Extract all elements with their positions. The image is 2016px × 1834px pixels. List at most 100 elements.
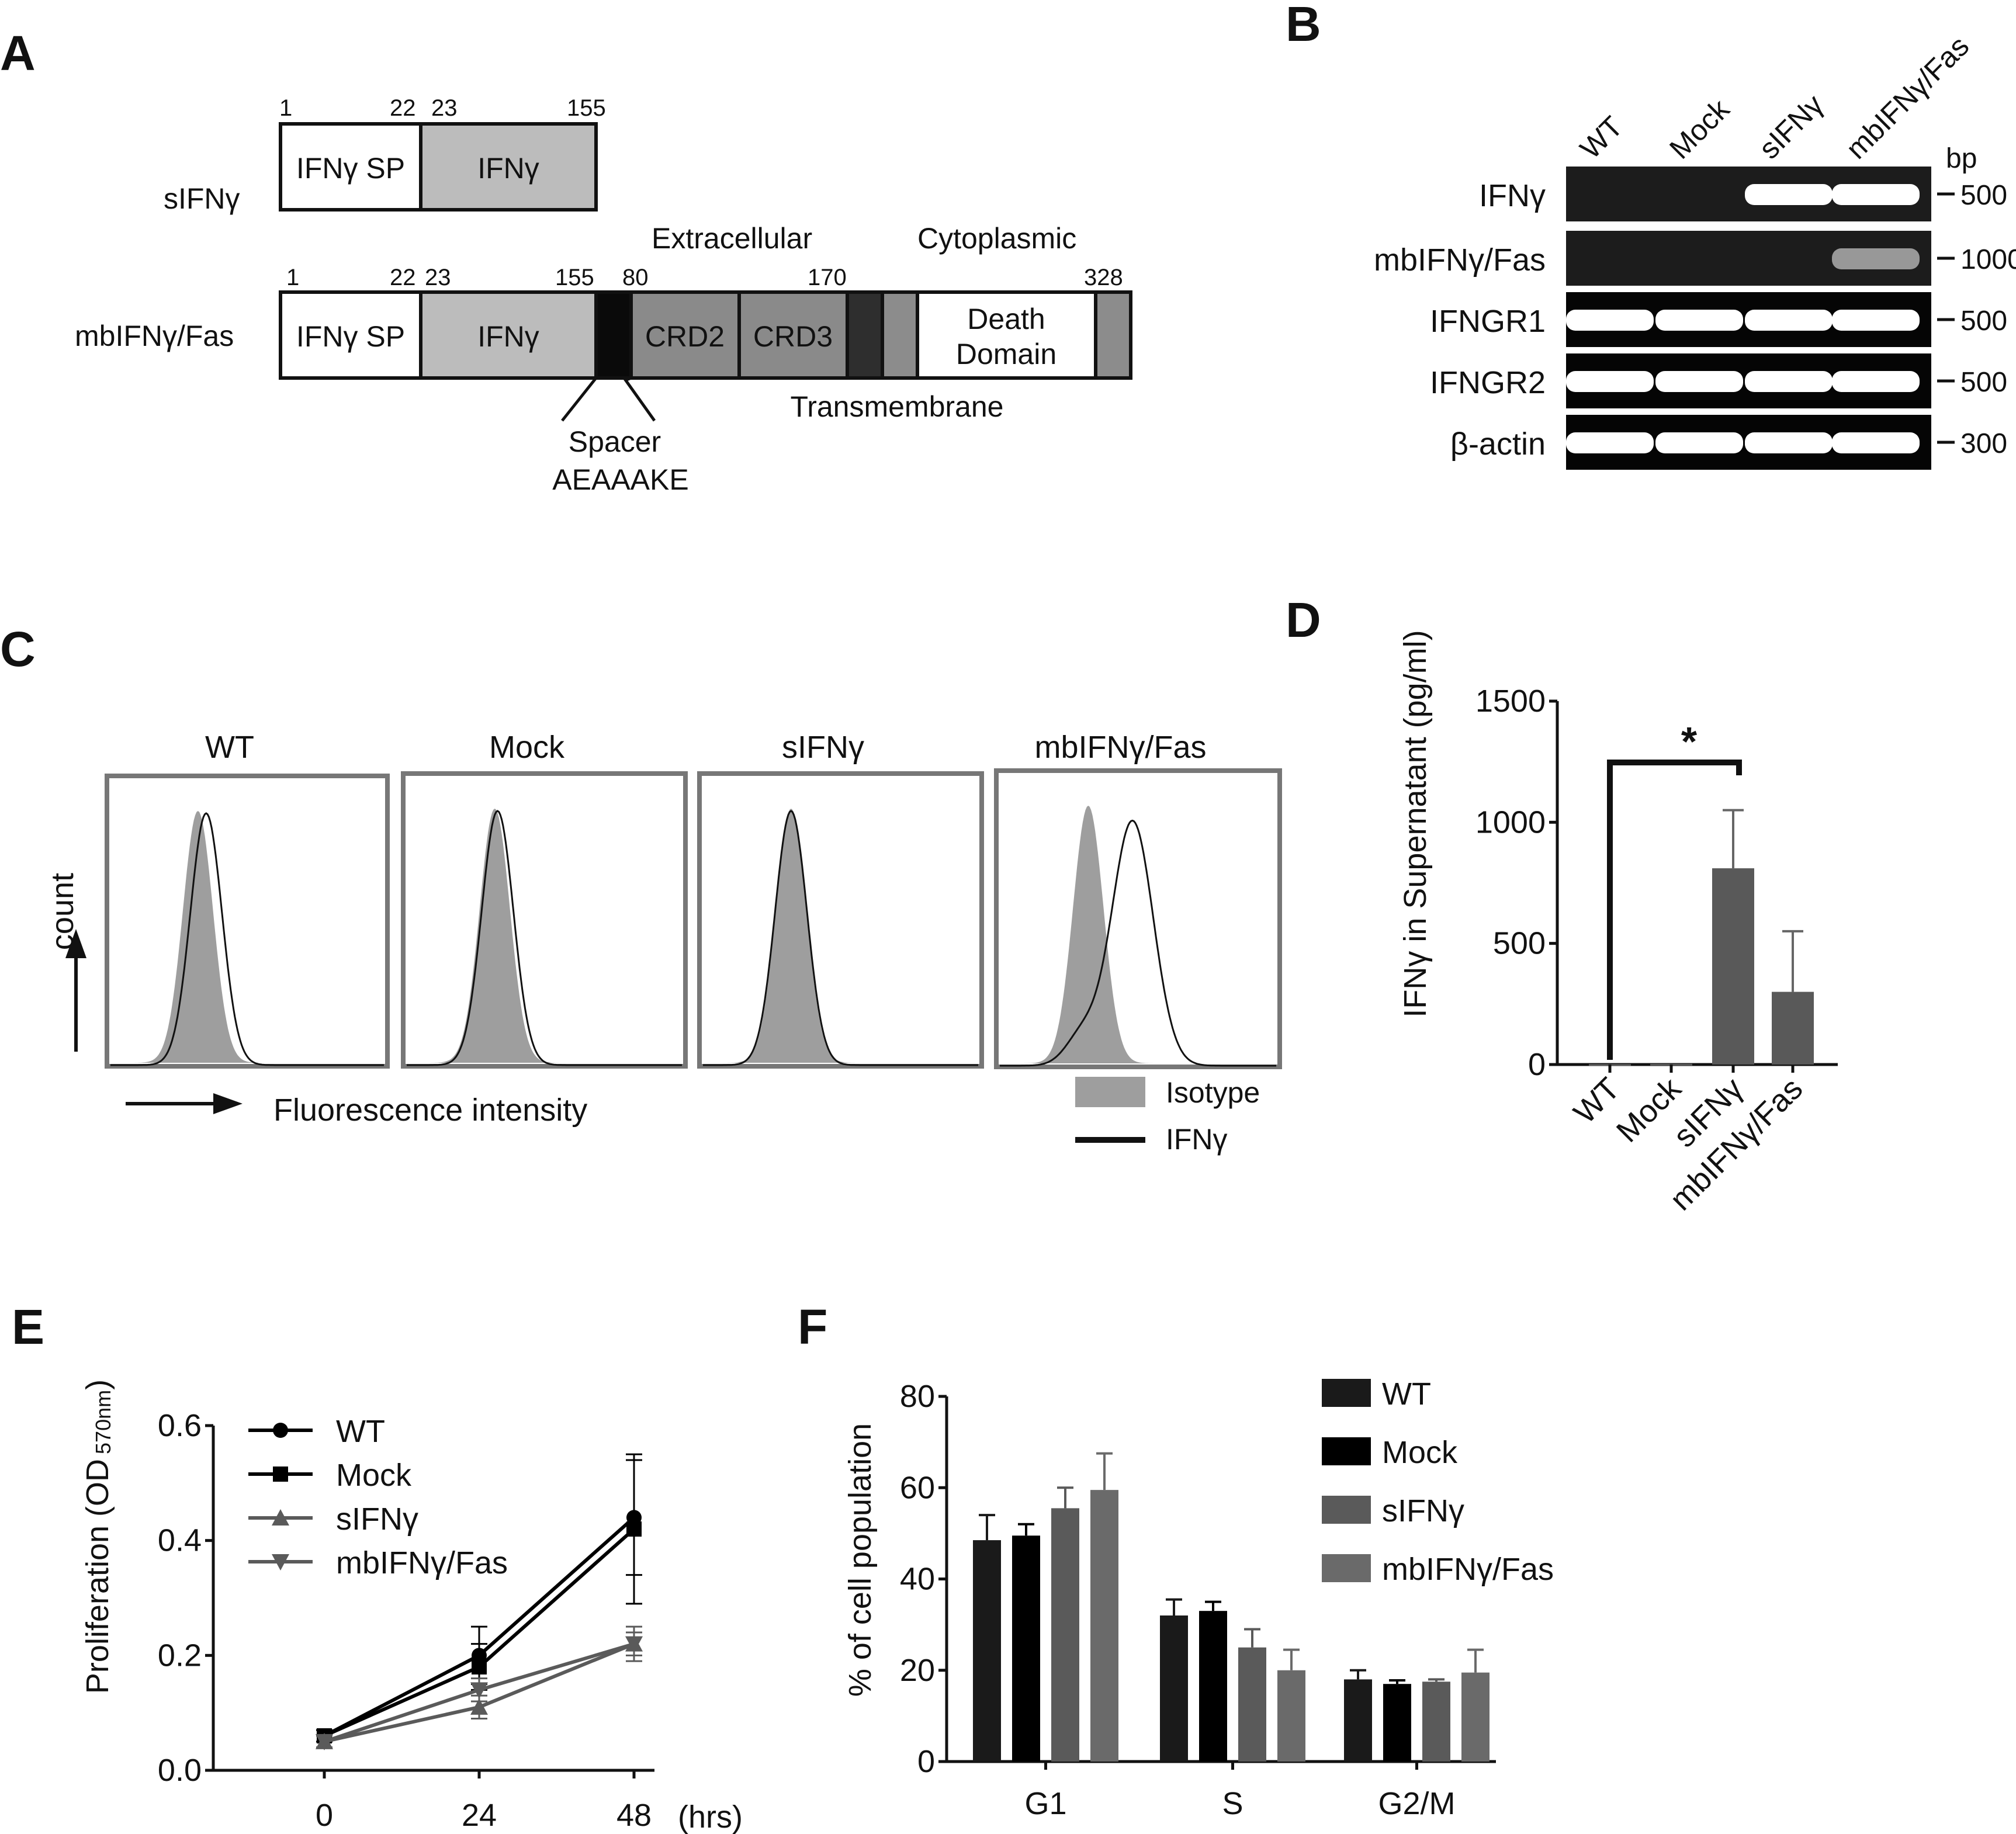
f-y-tick-label: 0 xyxy=(917,1744,935,1779)
legend-isotype-label: Isotype xyxy=(1166,1076,1260,1109)
d-y-tick-label: 1000 xyxy=(1475,805,1546,840)
isotype-histogram-0 xyxy=(110,811,384,1063)
ifng-histogram-2 xyxy=(703,810,978,1066)
sifng-row-label: sIFNγ xyxy=(164,182,240,215)
gel-band xyxy=(1832,432,1920,453)
gel-row-label-3: IFNGR2 xyxy=(1430,365,1546,400)
marker-label-1: 1000 xyxy=(1960,244,2016,275)
f-y-tick-label: 80 xyxy=(900,1379,935,1414)
e-y-tick-label: 0.0 xyxy=(158,1753,202,1788)
f-legend-label-3: mbIFNγ/Fas xyxy=(1382,1552,1554,1587)
f-bar-0-1 xyxy=(1012,1535,1040,1762)
gel-band xyxy=(1745,371,1833,392)
gel-row-label-1: mbIFNγ/Fas xyxy=(1374,242,1546,278)
f-legend-swatch-1 xyxy=(1322,1437,1371,1465)
c-terminal-segment xyxy=(1094,290,1132,380)
mbifng-num-1: 1 xyxy=(286,265,299,290)
e-y-axis-label: Proliferation (OD570nm) xyxy=(80,1379,115,1694)
panel-label-d: D xyxy=(1286,592,1321,647)
e-y-tick-label: 0.2 xyxy=(158,1638,202,1673)
f-bar-1-2 xyxy=(1238,1647,1266,1762)
d-y-tick-label: 1500 xyxy=(1475,684,1546,719)
f-y-axis-label: % of cell population xyxy=(843,1423,878,1697)
f-bar-1-0 xyxy=(1160,1615,1188,1762)
gel-band xyxy=(1832,184,1920,205)
gel-row-label-0: IFNγ xyxy=(1479,178,1546,213)
e-x-tick-label: 24 xyxy=(462,1798,497,1833)
spacer-sequence-label: AEAAAKE xyxy=(552,463,688,496)
panel-d-bar-chart: IFNγ in Supernatant (pg/ml) 0 500 1000 1500… xyxy=(1398,630,1838,1217)
gel-band xyxy=(1832,310,1920,331)
d-bar-2 xyxy=(1712,868,1754,1065)
d-y-axis-label: IFNγ in Supernatant (pg/ml) xyxy=(1398,630,1433,1017)
d-significance-bracket xyxy=(1607,760,1742,1060)
d-bar-3 xyxy=(1772,991,1814,1065)
histogram-frame-1 xyxy=(401,771,688,1069)
histogram-title-3: mbIFNγ/Fas xyxy=(1034,730,1206,765)
spacer-pointer-left xyxy=(561,377,597,422)
e-data-point xyxy=(626,1521,642,1537)
lane-label-0: WT xyxy=(1574,110,1629,165)
panel-a-domain-diagram: sIFNγ 1 22 23 155 IFNγ SP IFNγ Extracell… xyxy=(75,95,1132,496)
f-y-tick-label: 20 xyxy=(900,1653,935,1688)
e-series-3 xyxy=(316,1631,643,1750)
e-x-axis-unit: (hrs) xyxy=(678,1800,743,1834)
marker-label-4: 300 xyxy=(1960,428,2007,459)
gel-band xyxy=(1832,371,1920,392)
gel-band xyxy=(1566,371,1654,392)
mbifng-num-328: 328 xyxy=(1084,265,1123,290)
transmembrane-label: Transmembrane xyxy=(791,390,1004,423)
sifng-num-23: 23 xyxy=(431,95,458,121)
panel-label-b: B xyxy=(1286,0,1321,51)
gel-band xyxy=(1745,184,1833,205)
e-data-point xyxy=(470,1698,488,1715)
crd3-text: CRD3 xyxy=(753,320,833,353)
f-legend-swatch-2 xyxy=(1322,1496,1371,1524)
d-y-tick-label: 500 xyxy=(1493,926,1546,961)
gel-row-label-2: IFNGR1 xyxy=(1430,304,1546,339)
spacer-label: Spacer xyxy=(569,425,661,458)
e-data-point xyxy=(625,1636,643,1653)
mbifng-num-80: 80 xyxy=(622,265,649,290)
marker-label-3: 500 xyxy=(1960,367,2007,398)
sifng-ifng-text: IFNγ xyxy=(477,152,539,185)
f-legend-label-1: Mock xyxy=(1382,1435,1458,1470)
extracellular-label: Extracellular xyxy=(652,222,812,255)
f-y-tick-label: 40 xyxy=(900,1562,935,1597)
sifng-num-155: 155 xyxy=(567,95,606,121)
marker-label-2: 500 xyxy=(1960,306,2007,337)
panel-label-e: E xyxy=(12,1299,44,1354)
juxtamembrane-segment xyxy=(881,290,919,380)
mbifng-num-155: 155 xyxy=(555,265,594,290)
e-legend-marker xyxy=(272,1509,289,1526)
lane-label-2: sIFNγ xyxy=(1752,88,1830,165)
e-legend-label-0: WT xyxy=(336,1414,385,1449)
e-x-tick-label: 48 xyxy=(616,1798,652,1833)
f-legend-swatch-3 xyxy=(1322,1554,1371,1582)
d-y-tick-label: 0 xyxy=(1528,1047,1546,1082)
lane-label-1: Mock xyxy=(1663,92,1736,165)
panel-e-line-chart: Proliferation (OD570nm) (hrs) 0.0 0.2 0.4 0… xyxy=(80,1379,743,1834)
gel-band xyxy=(1655,432,1743,453)
panel-c-flow-histograms: count Fluorescence intensity Isotype IFN… xyxy=(45,730,1282,1156)
ifng-histogram-0 xyxy=(110,812,384,1066)
e-x-tick-label: 0 xyxy=(316,1798,333,1833)
sifng-signal-peptide-segment xyxy=(279,122,422,212)
f-x-tick-label: G2/M xyxy=(1378,1786,1455,1821)
histogram-title-1: Mock xyxy=(489,730,565,765)
spacer-pointer-right xyxy=(622,377,656,422)
f-bar-2-3 xyxy=(1461,1672,1490,1762)
e-legend-marker xyxy=(273,1423,288,1438)
gel-band xyxy=(1832,248,1920,269)
spacer-segment xyxy=(594,290,633,380)
d-significance-star: * xyxy=(1681,719,1698,764)
f-legend-swatch-0 xyxy=(1322,1379,1371,1407)
gel-band xyxy=(1655,371,1743,392)
f-legend-label-2: sIFNγ xyxy=(1382,1493,1464,1528)
f-bar-1-1 xyxy=(1199,1611,1227,1762)
e-data-point xyxy=(470,1682,488,1699)
histogram-title-2: sIFNγ xyxy=(782,730,864,765)
histogram-frame-0 xyxy=(105,774,390,1069)
e-y-tick-label: 0.6 xyxy=(158,1408,202,1443)
